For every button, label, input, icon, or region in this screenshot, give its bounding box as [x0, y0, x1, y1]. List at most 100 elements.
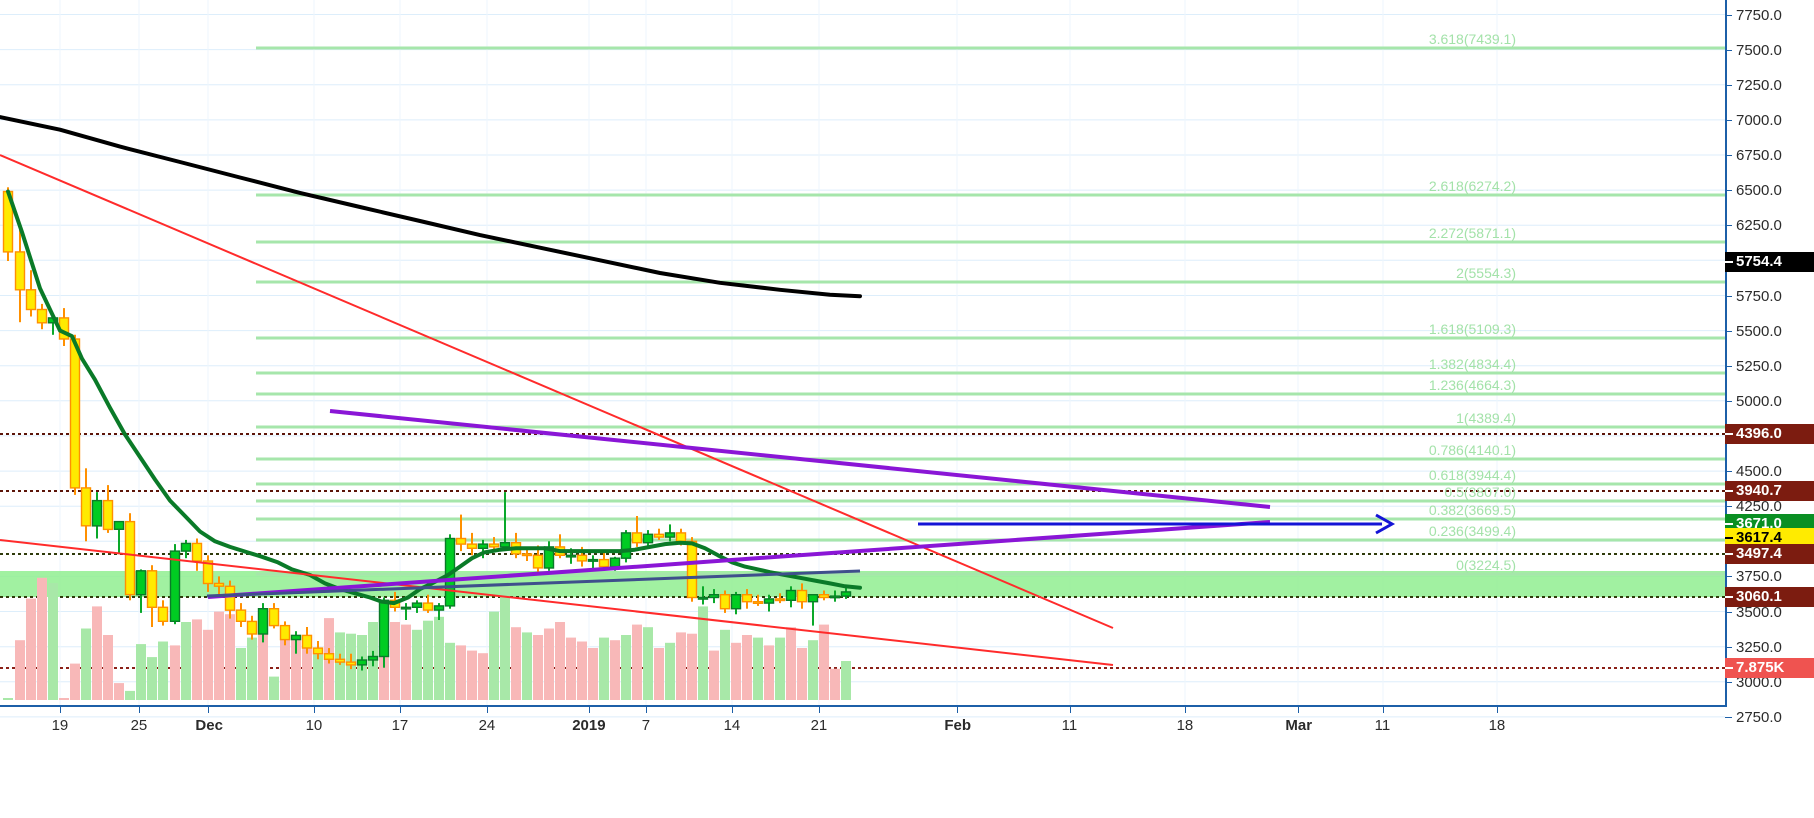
candle-body[interactable] — [135, 570, 147, 596]
candle-body[interactable] — [719, 594, 731, 610]
candle-body[interactable] — [631, 532, 643, 544]
navy-support-line[interactable] — [206, 569, 861, 598]
red-resistance-lower[interactable] — [0, 539, 1114, 666]
volume-bar — [566, 637, 576, 700]
volume-bar — [467, 650, 477, 700]
candle-body[interactable] — [455, 537, 467, 545]
resistance-label-4396[interactable]: 4396.0 — [1725, 424, 1814, 444]
candle-body[interactable] — [565, 554, 577, 558]
candle-body[interactable] — [620, 532, 632, 559]
candle-body[interactable] — [422, 602, 434, 611]
candle-body[interactable] — [730, 594, 742, 610]
y-axis-tick — [1725, 225, 1732, 227]
purple-wedge-lower[interactable] — [207, 520, 1271, 599]
volume-bar — [720, 629, 730, 700]
candle-body[interactable] — [323, 653, 335, 661]
candle-body[interactable] — [576, 554, 588, 562]
price-axis-line — [1725, 0, 1727, 706]
candle-body[interactable] — [400, 606, 412, 610]
candle-body[interactable] — [433, 605, 445, 611]
fibonacci-lines-group — [256, 46, 1725, 576]
candle-body[interactable] — [378, 599, 390, 658]
candle-body[interactable] — [91, 499, 103, 527]
moving-average-black-label[interactable]: 5754.4 — [1725, 252, 1814, 272]
candle-body[interactable] — [157, 606, 169, 622]
candle-body[interactable] — [840, 591, 852, 597]
candle-body[interactable] — [411, 602, 423, 608]
candle-body[interactable] — [235, 609, 247, 622]
candle-body[interactable] — [521, 553, 533, 557]
support-label-3060[interactable]: 3060.1 — [1725, 587, 1814, 607]
volume-label[interactable]: 7.875K — [1725, 658, 1814, 678]
candle-body[interactable] — [191, 542, 203, 562]
candle-body[interactable] — [708, 594, 720, 599]
candle-body[interactable] — [180, 542, 192, 552]
candle-body[interactable] — [543, 546, 555, 569]
candle-body[interactable] — [312, 647, 324, 655]
volume-bar — [456, 645, 466, 700]
candle-body[interactable] — [334, 658, 346, 663]
candle-body[interactable] — [36, 308, 48, 324]
candle-body[interactable] — [356, 659, 368, 666]
candle-body[interactable] — [598, 558, 610, 568]
ma-yellow-label[interactable]: 3617.4 — [1725, 528, 1814, 548]
candle-body[interactable] — [113, 520, 125, 530]
candle-body[interactable] — [246, 620, 258, 635]
candle-body[interactable] — [796, 589, 808, 603]
red-resistance-upper[interactable] — [0, 154, 1114, 629]
candle-body[interactable] — [466, 543, 478, 549]
resistance-label-3940[interactable]: 3940.7 — [1725, 481, 1814, 501]
candle-body[interactable] — [774, 598, 786, 602]
y-axis-tick — [1725, 119, 1732, 121]
x-axis-tick — [646, 707, 647, 713]
candle-body[interactable] — [14, 251, 26, 291]
candle-body[interactable] — [785, 589, 797, 602]
candle-body[interactable] — [202, 560, 214, 585]
volume-bar — [335, 632, 345, 700]
price-tag-value: 5754.4 — [1736, 253, 1782, 270]
candle-body[interactable] — [477, 543, 489, 549]
price-axis[interactable]: 7750.0 7500.0 7250.0 7000.0 6750.0 6500.0 6250… — [1725, 0, 1814, 818]
support-label-3497[interactable]: 3497.4 — [1725, 544, 1814, 564]
candle-body[interactable] — [488, 543, 500, 548]
candle-body[interactable] — [102, 499, 114, 531]
price-tag-dash-icon — [1725, 261, 1733, 263]
chart-plot-area[interactable]: 3.618(7439.1) 2.618(6274.2) 2.272(5871.1) 2… — [0, 0, 1725, 818]
candle-body[interactable] — [686, 540, 698, 599]
y-axis-label: 7500.0 — [1736, 41, 1782, 59]
candle-body[interactable] — [763, 598, 775, 604]
candle-body[interactable] — [257, 608, 269, 635]
candle-body[interactable] — [290, 634, 302, 641]
candle-body[interactable] — [532, 554, 544, 569]
candle-body[interactable] — [664, 532, 676, 538]
candle-body[interactable] — [268, 608, 280, 627]
candle-body[interactable] — [301, 634, 313, 649]
x-axis-tick — [957, 707, 958, 713]
candle-body[interactable] — [124, 520, 136, 596]
candle-body[interactable] — [741, 594, 753, 603]
candle-body[interactable] — [169, 550, 181, 622]
candle-body[interactable] — [69, 338, 81, 489]
candle-body[interactable] — [213, 582, 225, 587]
candle-body[interactable] — [587, 558, 599, 562]
candle-body[interactable] — [829, 595, 841, 599]
candle-body[interactable] — [80, 487, 92, 527]
volume-bar — [26, 598, 36, 700]
candle-body[interactable] — [279, 624, 291, 641]
candle-body[interactable] — [818, 594, 830, 599]
candle-body[interactable] — [675, 532, 687, 543]
candle-body[interactable] — [146, 570, 158, 608]
candle-body[interactable] — [752, 601, 764, 605]
y-axis-tick — [1725, 330, 1732, 332]
candle-body[interactable] — [653, 533, 665, 538]
candle-body[interactable] — [224, 585, 236, 611]
candle-body[interactable] — [642, 533, 654, 544]
candle-body[interactable] — [807, 594, 819, 603]
candle-body[interactable] — [697, 596, 709, 600]
purple-wedge-upper[interactable] — [329, 409, 1271, 509]
candle-body[interactable] — [367, 655, 379, 661]
candle-body[interactable] — [25, 289, 37, 311]
candle-body[interactable] — [345, 661, 357, 666]
candle-body[interactable] — [499, 542, 511, 548]
candle-body[interactable] — [609, 557, 621, 568]
